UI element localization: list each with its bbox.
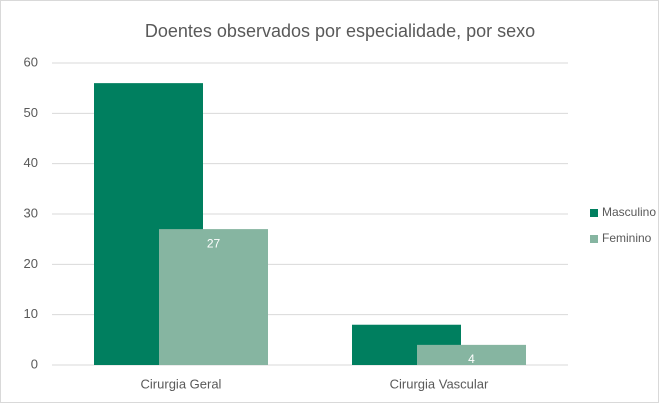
y-tick-label: 0: [31, 356, 38, 371]
data-label: 4: [468, 352, 475, 366]
y-tick-label: 30: [24, 205, 38, 220]
data-label: 27: [207, 236, 221, 250]
y-tick-label: 10: [24, 306, 38, 321]
bar: [159, 229, 268, 365]
legend-swatch: [590, 209, 598, 217]
bar: [417, 344, 526, 365]
x-tick-label: Cirurgia Geral: [141, 376, 222, 391]
x-tick-label: Cirurgia Vascular: [390, 376, 489, 391]
y-tick-label: 20: [24, 256, 38, 271]
y-tick-label: 50: [24, 105, 38, 120]
y-tick-label: 60: [24, 54, 38, 69]
legend-label: Feminino: [602, 231, 652, 245]
legend-label: Masculino: [602, 205, 656, 219]
y-tick-label: 40: [24, 155, 38, 170]
chart-title: Doentes observados por especialidade, po…: [145, 21, 535, 41]
legend-swatch: [590, 235, 598, 243]
